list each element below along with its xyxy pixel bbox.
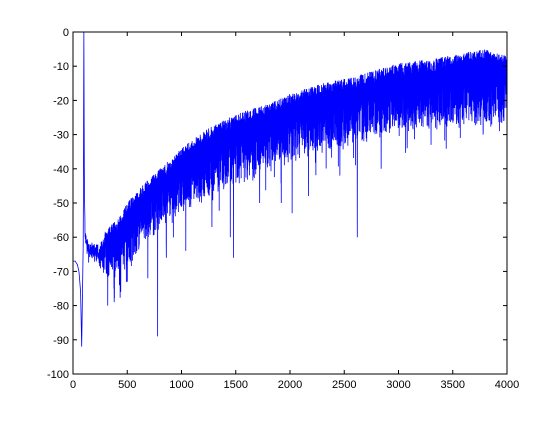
y-tick-label: -30 [53,130,69,142]
y-axis: 0 -10 -20 -30 -40 -50 -60 -70 -80 -90 -100 [47,27,507,381]
y-tick-label: -50 [53,198,69,210]
y-tick-label: -80 [53,301,69,313]
y-tick-label: -90 [53,335,69,347]
x-tick-label: 3000 [386,379,410,391]
x-tick-label: 2000 [278,379,302,391]
x-tick-label: 1000 [169,379,193,391]
x-tick-label: 0 [70,379,76,391]
y-tick-label: -60 [53,232,69,244]
x-axis: 0 500 1000 1500 2000 2500 3000 3500 4000 [70,32,519,391]
y-tick-label: -10 [53,61,69,73]
x-tick-label: 500 [118,379,136,391]
x-tick-label: 2500 [332,379,356,391]
x-tick-label: 3500 [441,379,465,391]
y-tick-label: -40 [53,164,69,176]
x-tick-label: 1500 [224,379,248,391]
y-tick-label: -20 [53,95,69,107]
y-tick-label: -70 [53,266,69,278]
y-tick-label: -100 [47,369,69,381]
y-tick-label: 0 [63,27,69,39]
plot-area [73,32,507,347]
x-tick-label: 4000 [495,379,519,391]
series-line [73,32,507,347]
